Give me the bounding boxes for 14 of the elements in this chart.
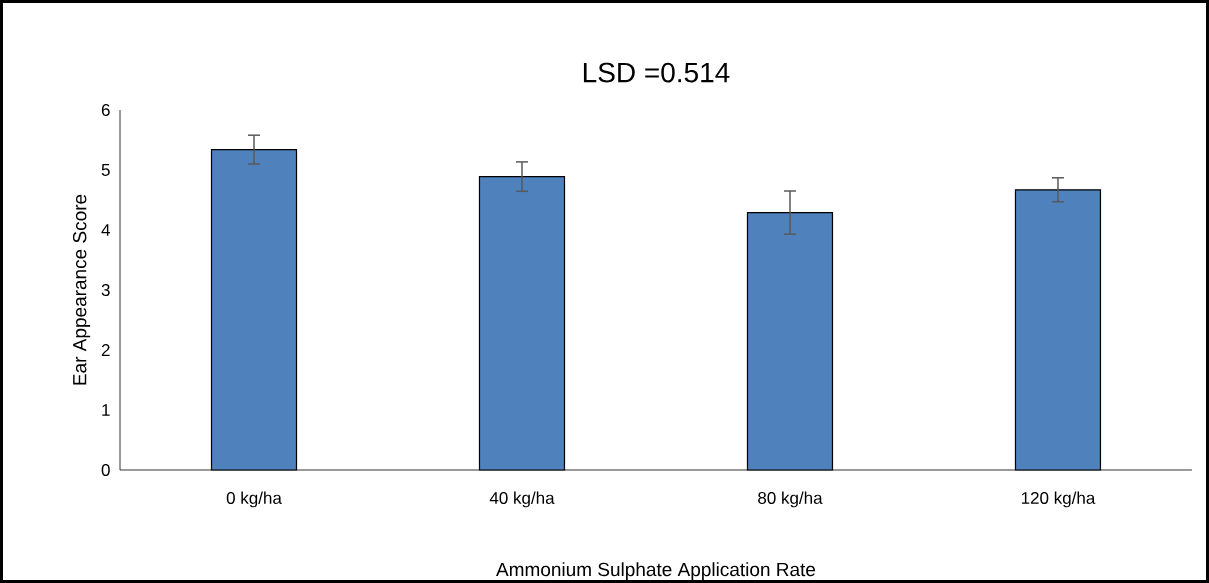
y-tick-label: 3 xyxy=(101,283,110,296)
y-tick-label: 2 xyxy=(101,343,110,356)
y-axis-title: Ear Appearance Score xyxy=(72,194,91,385)
x-axis-title: Ammonium Sulphate Application Rate xyxy=(496,562,816,580)
y-tick-label: 5 xyxy=(101,163,110,176)
y-tick-label: 4 xyxy=(101,224,110,236)
x-tick-label: 0 kg/ha xyxy=(226,491,282,508)
chart-title: LSD =0.514 xyxy=(583,62,730,83)
y-tick-label: 0 xyxy=(101,463,110,476)
x-tick-label: 80 kg/ha xyxy=(758,491,823,508)
y-tick-label: 6 xyxy=(101,103,110,116)
x-tick-label: 40 kg/ha xyxy=(489,491,555,508)
x-tick-label: 120 kg/ha xyxy=(1021,491,1096,508)
y-tick-label: 1 xyxy=(102,404,110,416)
